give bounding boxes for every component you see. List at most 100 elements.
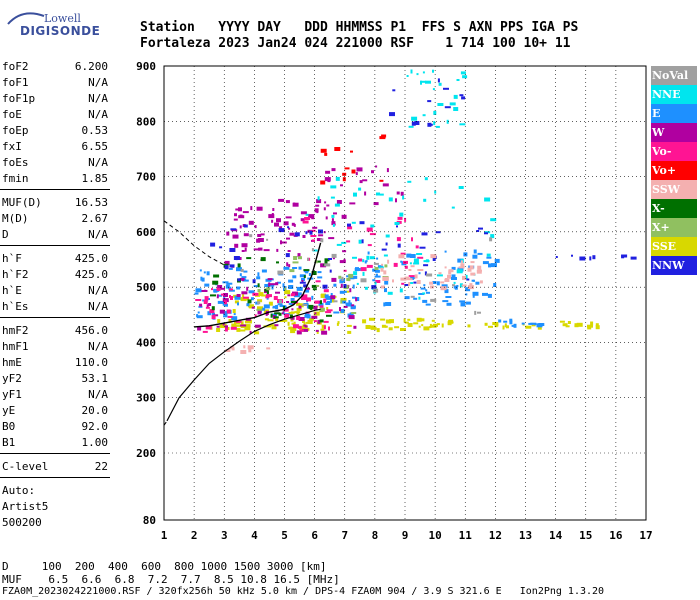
param-value: 110.0 [74,356,108,369]
echo-point [474,310,477,315]
echo-point [325,311,332,314]
echo-point [319,319,324,323]
echo-point [460,71,466,75]
echo-point [202,330,208,333]
echo-point [276,218,281,223]
echo-point [248,220,254,225]
echo-point [387,259,390,264]
echo-point [288,302,295,305]
echo-point [346,278,351,281]
echo-point [210,242,216,247]
echo-point [331,218,334,223]
echo-point [324,201,327,204]
echo-point [302,220,309,224]
echo-point [350,306,356,310]
param-hmF2: hmF2 456.0 [2,324,108,338]
echo-point [230,296,233,300]
param-B1: B1 1.00 [2,436,108,450]
echo-point [373,262,379,265]
echo-point [240,321,244,326]
param-key: h`Es [2,300,29,313]
echo-point [256,308,263,311]
echo-point [243,233,249,237]
echo-point [356,282,359,285]
echo-point [416,73,419,76]
echo-point [442,300,449,303]
echo-point [534,323,537,326]
echo-point [287,294,291,297]
header-row2: Fortaleza 2023 Jan24 024 221000 RSF 1 71… [140,36,571,51]
param-hmE: hmE 110.0 [2,356,108,370]
param-foEp: foEp 0.53 [2,124,108,138]
echo-point [249,234,253,238]
echo-point [484,322,488,326]
echo-point [266,291,269,295]
echo-point [326,307,329,310]
echo-point [277,270,284,275]
echo-point [266,294,272,298]
param-key: foF2 [2,60,29,73]
legend-item-vo-minus: Vo- [651,142,697,161]
echo-point [254,331,260,335]
echo-point [380,267,384,272]
echo-point [424,271,427,276]
x-tick-label: 15 [579,529,592,542]
legend-item-noval: NoVal [651,66,697,85]
echo-point [251,306,255,309]
footer-muf-row: MUF 6.5 6.6 6.8 7.2 7.7 8.5 10.8 16.5 [M… [2,573,340,586]
echo-point [257,306,263,311]
echo-point [417,256,424,259]
echo-point [299,274,306,278]
echo-point [324,263,331,267]
echo-point [490,234,495,239]
echo-point [292,202,299,207]
echo-point [242,294,245,298]
echo-point [264,284,271,287]
echo-point [425,259,429,263]
echo-point [229,264,235,268]
echo-point [421,324,424,327]
param-value: N/A [88,76,108,89]
x-tick-label: 2 [191,529,198,542]
echo-point [433,121,436,126]
echo-point [451,277,457,280]
echo-point [467,267,472,272]
echo-point [250,206,253,211]
y-tick-label: 600 [136,226,156,239]
x-tick-label: 17 [639,529,652,542]
echo-point [303,325,306,330]
param-value: 2.67 [81,212,109,225]
echo-point [466,278,470,281]
echo-point [331,221,336,226]
echo-point [248,319,252,324]
y-tick-label: 80 [143,514,156,527]
echo-point [223,311,228,316]
echo-point [256,206,263,211]
echo-point [333,311,340,314]
echo-point [346,240,351,243]
echo-point [204,289,207,292]
legend-label: NNE [652,88,681,101]
x-tick-label: 8 [372,529,379,542]
echo-point [276,261,279,264]
echo-point [217,319,221,324]
echo-point [312,288,317,291]
echo-point [378,266,384,269]
echo-point [379,136,386,140]
x-tick-label: 6 [311,529,318,542]
echo-point [400,277,407,281]
echo-point [347,223,351,227]
echo-point [319,307,325,312]
echo-point [369,325,376,328]
echo-point [342,297,347,301]
echo-point [486,256,492,259]
x-tick-label: 14 [549,529,563,542]
echo-point [422,71,425,74]
echo-point [360,278,367,283]
echo-point [375,280,381,283]
echo-point [459,94,464,97]
echo-point [311,295,314,300]
echo-point [257,272,260,277]
echo-point [327,179,331,183]
echo-point [244,320,251,324]
